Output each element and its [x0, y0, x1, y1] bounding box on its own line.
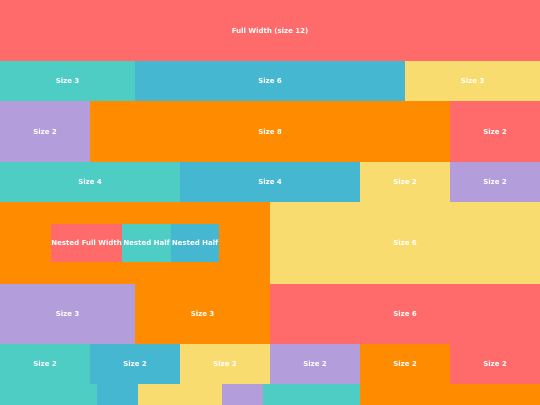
grid-cell: Size 6 [270, 202, 540, 284]
grid-cell: Size 2 [450, 162, 540, 202]
grid-cell: Full Width (size 12) [0, 0, 540, 61]
grid-cell: Size 2 [0, 101, 90, 162]
grid-cell: Size 2 [90, 344, 180, 384]
nested-cell: Nested Half [171, 224, 219, 262]
grid-cell [360, 384, 540, 405]
nested-cell: Nested Half [122, 224, 171, 262]
grid-cell: Size 6 [270, 284, 540, 344]
grid-cell: Size 3 [135, 284, 270, 344]
grid-cell: Size 2 [360, 344, 450, 384]
grid-cell: Size 2 [360, 162, 450, 202]
nested-cell: Nested Full Width [51, 224, 122, 262]
grid-cell: Size 6 [135, 61, 405, 101]
grid-cell [138, 384, 222, 405]
grid-cell: Size 3 [405, 61, 540, 101]
grid-cell: Size 2 [450, 344, 540, 384]
grid-cell: Size 2 [0, 344, 90, 384]
grid-cell: Size 2 [180, 344, 270, 384]
grid-cell: Size 3 [0, 61, 135, 101]
grid-cell: Size 4 [180, 162, 360, 202]
grid-cell: Size 2 [270, 344, 360, 384]
grid-cell [97, 384, 138, 405]
grid-cell [0, 384, 97, 405]
grid-cell: Size 4 [0, 162, 180, 202]
grid-cell: Size 2 [450, 101, 540, 162]
grid-cell [263, 384, 360, 405]
grid-cell: Size 3 [0, 284, 135, 344]
grid-cell: Size 8 [90, 101, 450, 162]
grid-cell [222, 384, 263, 405]
